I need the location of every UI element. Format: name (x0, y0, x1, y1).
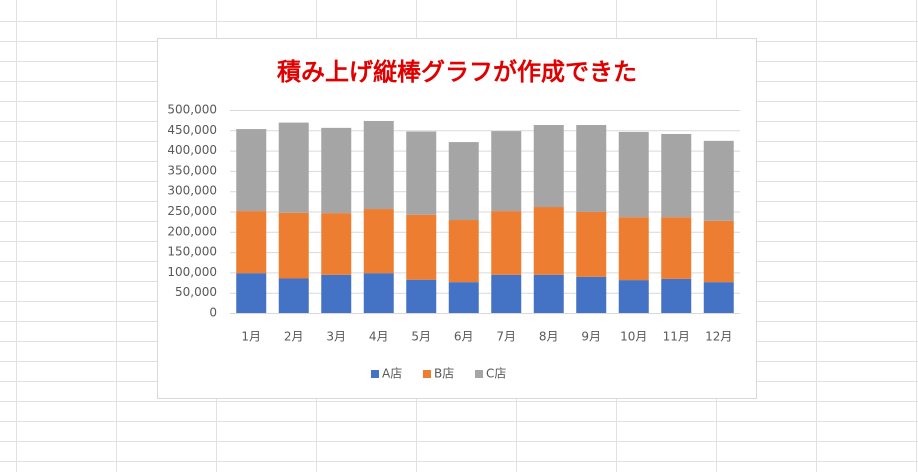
bar-segment (448, 220, 479, 283)
bar-segment (661, 133, 692, 218)
bar-segment (363, 120, 394, 210)
bar-segment (661, 217, 692, 279)
bar-segment (406, 214, 437, 280)
y-tick-label: 400,000 (167, 143, 217, 157)
bar-segment (703, 282, 734, 313)
y-tick-label: 450,000 (167, 123, 217, 137)
bar-segment (406, 279, 437, 313)
bar-segment (703, 140, 734, 221)
bar-segment (278, 278, 309, 313)
bar-segment (576, 276, 607, 313)
legend-swatch (371, 370, 379, 378)
y-tick-label: 300,000 (167, 184, 217, 198)
x-tick-label: 10月 (620, 330, 647, 344)
y-tick-label: 250,000 (167, 204, 217, 218)
y-tick-label: 150,000 (167, 245, 217, 259)
bar-segment (278, 212, 309, 279)
y-tick-label: 200,000 (167, 224, 217, 238)
bar-segment (703, 220, 734, 283)
legend-swatch (423, 370, 431, 378)
x-tick-label: 3月 (326, 330, 346, 344)
chart-title: 積み上げ縦棒グラフが作成できた (277, 58, 637, 86)
bar-segment (363, 273, 394, 313)
bar-segment (576, 125, 607, 212)
bar-segment (406, 131, 437, 215)
y-tick-label: 0 (209, 306, 217, 320)
y-tick-label: 50,000 (175, 285, 217, 299)
x-tick-label: 8月 (539, 330, 559, 344)
legend-label: A店 (382, 367, 402, 381)
bar-segment (491, 274, 522, 313)
x-tick-label: 5月 (411, 330, 431, 344)
legend-label: B店 (434, 367, 454, 381)
x-tick-label: 4月 (369, 330, 389, 344)
bar-segment (236, 211, 267, 274)
bar-segment (363, 209, 394, 274)
x-tick-label: 2月 (284, 330, 304, 344)
bar-segment (618, 217, 649, 281)
x-tick-label: 6月 (454, 330, 474, 344)
bar-segment (321, 213, 352, 275)
bar-segment (448, 282, 479, 313)
x-tick-label: 11月 (663, 330, 690, 344)
bar-segment (321, 127, 352, 214)
x-tick-label: 9月 (581, 330, 601, 344)
x-tick-label: 12月 (705, 330, 732, 344)
y-tick-label: 500,000 (167, 103, 217, 117)
bar-segment (448, 142, 479, 221)
legend-swatch (475, 370, 483, 378)
bar-segment (491, 131, 522, 212)
y-tick-label: 100,000 (167, 265, 217, 279)
bar-segment (236, 273, 267, 313)
bar-segment (491, 211, 522, 275)
bar-segment (236, 129, 267, 212)
bar-segment (533, 274, 564, 313)
legend-label: C店 (486, 367, 506, 381)
bar-segment (533, 207, 564, 275)
y-tick-label: 350,000 (167, 163, 217, 177)
x-tick-label: 7月 (496, 330, 516, 344)
bar-segment (661, 278, 692, 313)
bar-segment (576, 211, 607, 277)
bar-segment (618, 280, 649, 313)
bar-segment (321, 274, 352, 313)
x-tick-label: 1月 (241, 330, 261, 344)
bar-segment (533, 125, 564, 208)
bar-segment (278, 122, 309, 213)
bar-segment (618, 131, 649, 218)
